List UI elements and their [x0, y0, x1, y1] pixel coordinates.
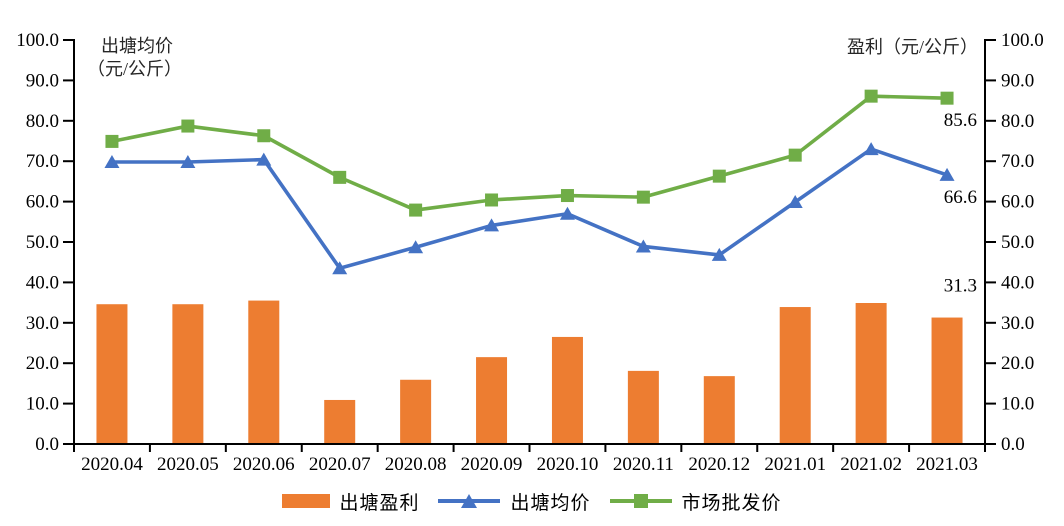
right-axis-tick-label: 90.0 [1001, 70, 1034, 91]
square-marker-2021.03 [940, 91, 954, 105]
left-axis-tick-label: 70.0 [26, 151, 59, 172]
bar-2021.03 [931, 317, 963, 444]
bar-2021.01 [779, 307, 811, 444]
square-marker-2021.01 [788, 148, 802, 162]
triangle-marker-2020.08 [408, 240, 424, 254]
x-axis-label: 2020.09 [461, 454, 523, 475]
right-axis-tick-label: 80.0 [1001, 111, 1034, 132]
line-series-layer [104, 89, 955, 275]
bar-2021.02 [855, 303, 887, 444]
left-axis-tick-label: 80.0 [26, 111, 59, 132]
chart-canvas: 出塘均价 （元/公斤） 盈利（元/公斤） 0.0 10.0 20.0 30.0 40.0… [16, 30, 1044, 475]
legend-label-chutang-yingli: 出塘盈利 [339, 492, 420, 514]
triangle-marker-2020.06 [256, 152, 272, 166]
chart-legend: 出塘盈利 出塘均价 市场批发价 [0, 484, 1064, 518]
value-label-市场批发价: 85.6 [944, 110, 977, 131]
legend-label-chutang-junjia: 出塘均价 [510, 492, 591, 514]
left-axis-title-line2: （元/公斤） [87, 59, 182, 79]
triangle-marker-2020.05 [180, 155, 196, 169]
left-axis-tick-label: 60.0 [26, 192, 59, 213]
x-axis-label: 2021.03 [916, 454, 978, 475]
x-axis-label: 2020.07 [309, 454, 371, 475]
triangle-marker-2020.07 [332, 261, 348, 275]
square-marker-2020.05 [181, 119, 195, 133]
square-marker-2020.08 [409, 203, 423, 217]
x-axis-label: 2021.02 [840, 454, 902, 475]
triangle-marker-2021.03 [939, 167, 955, 181]
legend-item-shichang-pifajia: 市场批发价 [609, 488, 782, 515]
triangle-marker-2021.02 [863, 142, 879, 156]
x-axis-labels-layer: 2020.04 2020.05 2020.06 2020.07 2020.08 2020.… [81, 454, 978, 475]
x-axis-label: 2020.12 [688, 454, 750, 475]
bar-2020.06 [248, 300, 280, 444]
square-marker-2020.07 [333, 170, 347, 184]
left-axis-tick-label: 10.0 [26, 394, 59, 415]
x-axis-label: 2020.10 [537, 454, 599, 475]
right-axis-tick-label: 40.0 [1001, 272, 1034, 293]
triangle-marker-2020.11 [635, 239, 651, 253]
square-marker-2020.11 [636, 190, 650, 204]
right-axis-tick-label: 50.0 [1001, 232, 1034, 253]
left-axis-tick-label: 90.0 [26, 70, 59, 91]
x-axis-label: 2020.08 [385, 454, 447, 475]
right-axis-tick-label: 0.0 [1001, 434, 1025, 455]
triangle-marker-2020.12 [711, 247, 727, 261]
bar-2020.07 [324, 399, 356, 444]
data-labels-layer: 85.6 66.6 31.3 [944, 110, 977, 296]
x-axis-label: 2020.11 [613, 454, 674, 475]
x-axis-label: 2020.06 [233, 454, 295, 475]
bar-2020.12 [703, 376, 735, 444]
square-marker-2020.12 [712, 169, 726, 183]
legend-item-chutang-junjia: 出塘均价 [437, 488, 590, 515]
right-axis-tick-label: 30.0 [1001, 313, 1034, 334]
legend-bar-swatch-rect [282, 494, 331, 508]
市场批发价-line [110, 94, 949, 212]
出塘均价-line [110, 147, 949, 271]
left-axis-title-line1: 出塘均价 [101, 36, 173, 56]
triangle-marker-2020.09 [484, 218, 500, 232]
square-marker-2020.06 [257, 129, 271, 143]
square-marker-2020.10 [560, 189, 574, 203]
left-axis-tick-label: 0.0 [35, 434, 59, 455]
x-axis-label: 2021.01 [764, 454, 826, 475]
square-marker-2020.09 [485, 193, 499, 207]
legend-item-chutang-yingli: 出塘盈利 [282, 488, 419, 515]
left-axis-tick-label: 20.0 [26, 353, 59, 374]
triangle-marker-2021.01 [787, 195, 803, 209]
bar-2020.08 [400, 379, 432, 444]
right-axis-tick-label: 70.0 [1001, 151, 1034, 172]
square-marker-2021.02 [864, 89, 878, 103]
bar-series-swatch [282, 494, 331, 508]
right-axis-tick-label: 20.0 [1001, 353, 1034, 374]
triangle-marker-2020.10 [559, 206, 575, 220]
right-axis-title: 盈利（元/公斤） [847, 37, 978, 57]
left-axis-tick-label: 30.0 [26, 313, 59, 334]
square-marker-2020.04 [105, 134, 119, 148]
x-axis-label: 2020.05 [157, 454, 219, 475]
bar-2020.11 [627, 370, 659, 444]
bar-2020.04 [96, 304, 128, 444]
bar-2020.10 [551, 336, 583, 444]
value-label-出塘盈利: 31.3 [944, 276, 977, 297]
bar-2020.09 [476, 357, 508, 444]
left-axis-tick-label: 100.0 [16, 30, 59, 51]
right-axis-tick-label: 100.0 [1001, 30, 1044, 51]
line-triangle-swatch [438, 494, 501, 508]
bar-2020.05 [172, 304, 204, 444]
right-axis-tick-label: 60.0 [1001, 192, 1034, 213]
triangle-marker-2020.04 [104, 155, 120, 169]
square-marker-icon [633, 494, 648, 508]
triangle-marker-icon [461, 494, 478, 508]
right-axis-tick-label: 10.0 [1001, 394, 1034, 415]
axis-ticks-layer: 0.0 10.0 20.0 30.0 40.0 50.0 60.0 70.0 80.0 90.0 1… [16, 30, 1044, 455]
bar-series-layer [96, 300, 963, 444]
x-axis-label: 2020.04 [81, 454, 143, 475]
left-axis-tick-label: 50.0 [26, 232, 59, 253]
line-square-swatch [609, 494, 672, 508]
legend-label-shichang-pifajia: 市场批发价 [681, 492, 782, 514]
left-axis-tick-label: 40.0 [26, 272, 59, 293]
value-label-出塘均价: 66.6 [944, 187, 977, 208]
